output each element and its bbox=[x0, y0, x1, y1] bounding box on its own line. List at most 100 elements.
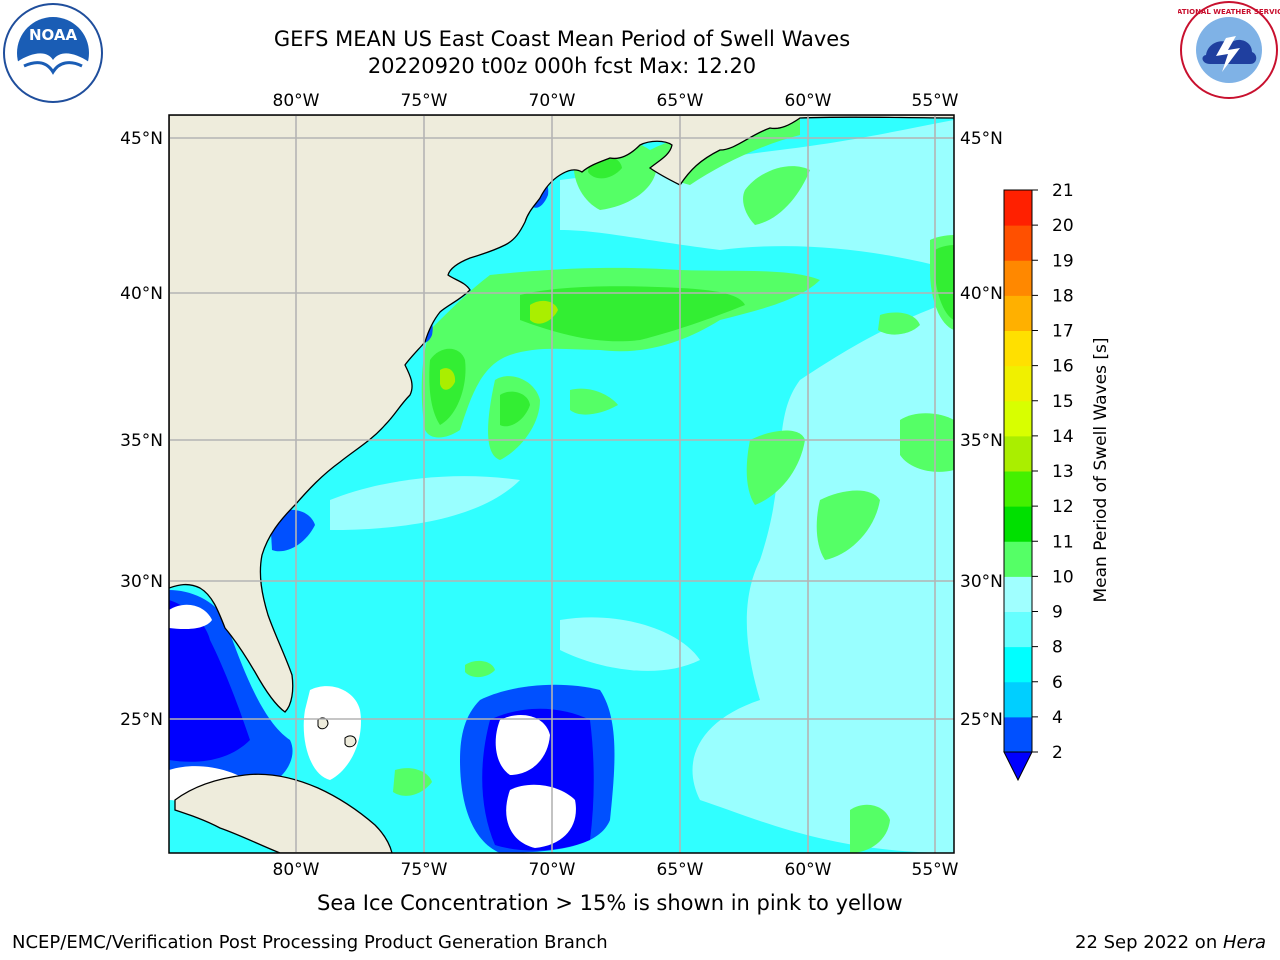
swell-band-12s bbox=[530, 300, 558, 324]
colorbar-tick-label: 21 bbox=[1052, 181, 1074, 201]
colorbar-segment bbox=[1004, 716, 1032, 753]
land-bahamas bbox=[317, 717, 329, 730]
chart-subtitle: 20220920 t00z 000h fcst Max: 12.20 bbox=[367, 54, 757, 78]
swell-band-9-10s bbox=[746, 430, 805, 505]
map-gridlines bbox=[169, 115, 954, 853]
lon-label: 55°W bbox=[912, 91, 959, 111]
lat-label: 25°N bbox=[120, 710, 163, 730]
date-text: 22 Sep 2022 on Hera bbox=[1075, 932, 1266, 953]
lon-label: 75°W bbox=[401, 91, 448, 111]
lon-label: 55°W bbox=[912, 860, 959, 880]
swell-band-9-10s bbox=[900, 413, 954, 472]
credit-text: NCEP/EMC/Verification Post Processing Pr… bbox=[12, 932, 608, 953]
lat-label: 40°N bbox=[960, 284, 1003, 304]
colorbar-segment bbox=[1004, 576, 1032, 612]
swell-band-9-10s bbox=[465, 660, 495, 678]
map-area bbox=[169, 115, 954, 853]
swell-band-10-11s bbox=[520, 286, 745, 342]
colorbar-segment bbox=[1004, 225, 1032, 261]
colorbar-tick-label: 14 bbox=[1052, 427, 1074, 447]
noaa-logo-text: NOAA bbox=[29, 26, 78, 44]
date-value: 22 Sep 2022 on bbox=[1075, 932, 1223, 953]
swell-band-10-11s bbox=[935, 245, 954, 320]
chart-title: GEFS MEAN US East Coast Mean Period of S… bbox=[273, 27, 851, 51]
lat-label: 35°N bbox=[120, 431, 163, 451]
no-data-region bbox=[169, 604, 212, 630]
land-cuba bbox=[174, 773, 393, 853]
colorbar-tick-label: 20 bbox=[1052, 216, 1074, 236]
noaa-logo: NOAA bbox=[3, 3, 103, 103]
lat-label: 40°N bbox=[120, 284, 163, 304]
land-bahamas bbox=[344, 735, 357, 748]
right-lat-labels: 45°N 40°N 35°N 30°N 25°N bbox=[960, 129, 1003, 730]
colorbar-segment bbox=[1004, 435, 1032, 472]
colorbar-segment bbox=[1004, 365, 1032, 402]
colorbar-tick-label: 15 bbox=[1052, 392, 1074, 412]
swell-band-12s bbox=[440, 368, 456, 390]
colorbar-segment bbox=[1004, 295, 1032, 331]
colorbar-tick-label: 11 bbox=[1052, 532, 1074, 552]
colorbar-tick-label: 2 bbox=[1052, 743, 1063, 763]
lon-label: 60°W bbox=[785, 860, 832, 880]
swell-band-under2s bbox=[169, 600, 250, 762]
colorbar-tick-label: 8 bbox=[1052, 638, 1063, 658]
colorbar-tick-label: 6 bbox=[1052, 673, 1063, 693]
lon-label: 80°W bbox=[273, 91, 320, 111]
lat-label: 30°N bbox=[120, 572, 163, 592]
lat-label: 35°N bbox=[960, 431, 1003, 451]
left-lat-labels: 45°N 40°N 35°N 30°N 25°N bbox=[120, 129, 163, 730]
colorbar-tick-label: 17 bbox=[1052, 322, 1074, 342]
colorbar-label: Mean Period of Swell Waves [s] bbox=[1091, 338, 1111, 603]
colorbar-segment bbox=[1004, 541, 1032, 577]
swell-band-8-9s bbox=[692, 300, 954, 853]
colorbar-segment bbox=[1004, 471, 1032, 507]
colorbar: 2 4 6 8 9 10 11 12 13 14 15 16 17 18 19 20 21 bbox=[1003, 181, 1074, 782]
lon-label: 80°W bbox=[273, 860, 320, 880]
colorbar-tick-label: 12 bbox=[1052, 497, 1074, 517]
lon-label: 75°W bbox=[401, 860, 448, 880]
colorbar-segment bbox=[1004, 330, 1032, 367]
no-data-region bbox=[506, 784, 576, 848]
nws-logo: NATIONAL WEATHER SERVICE bbox=[1178, 1, 1280, 99]
swell-band-9-10s bbox=[850, 804, 890, 853]
colorbar-segment bbox=[1004, 681, 1032, 718]
lon-label: 65°W bbox=[657, 91, 704, 111]
swell-band-9-10s bbox=[570, 388, 618, 415]
lat-label: 45°N bbox=[960, 129, 1003, 149]
map-frame bbox=[168, 114, 955, 854]
colorbar-tick-label: 18 bbox=[1052, 286, 1074, 306]
colorbar-under-arrow bbox=[1003, 751, 1033, 782]
host-name: Hera bbox=[1222, 932, 1266, 953]
lon-label: 65°W bbox=[657, 860, 704, 880]
lat-label: 45°N bbox=[120, 129, 163, 149]
swell-band-8-9s bbox=[330, 476, 520, 530]
swell-band-9-10s bbox=[878, 312, 920, 335]
colorbar-segment bbox=[1004, 611, 1032, 648]
top-lon-labels: 80°W 75°W 70°W 65°W 60°W 55°W bbox=[273, 91, 959, 111]
swell-band-9-10s bbox=[393, 768, 432, 796]
lon-label: 70°W bbox=[529, 860, 576, 880]
colorbar-tick-label: 10 bbox=[1052, 567, 1074, 587]
swell-band-8-9s bbox=[560, 617, 700, 671]
colorbar-segment bbox=[1004, 646, 1032, 683]
no-data-region bbox=[303, 686, 361, 780]
lon-label: 70°W bbox=[529, 91, 576, 111]
colorbar-tick-label: 4 bbox=[1052, 708, 1063, 728]
bottom-lon-labels: 80°W 75°W 70°W 65°W 60°W 55°W bbox=[273, 860, 959, 880]
colorbar-segment bbox=[1004, 190, 1032, 226]
colorbar-tick-label: 9 bbox=[1052, 603, 1063, 623]
lon-label: 60°W bbox=[785, 91, 832, 111]
land-north-america bbox=[169, 115, 954, 713]
colorbar-tick-label: 13 bbox=[1052, 462, 1074, 482]
lat-label: 30°N bbox=[960, 572, 1003, 592]
nws-logo-text: NATIONAL WEATHER SERVICE bbox=[1178, 8, 1280, 16]
colorbar-tick-label: 16 bbox=[1052, 357, 1074, 377]
colorbar-tick-label: 19 bbox=[1052, 251, 1074, 271]
sea-ice-note: Sea Ice Concentration > 15% is shown in … bbox=[317, 891, 903, 915]
no-data-region bbox=[495, 715, 550, 775]
swell-band-9-10s bbox=[743, 166, 810, 225]
colorbar-segment bbox=[1004, 400, 1032, 437]
colorbar-segment bbox=[1004, 260, 1032, 296]
lat-label: 25°N bbox=[960, 710, 1003, 730]
